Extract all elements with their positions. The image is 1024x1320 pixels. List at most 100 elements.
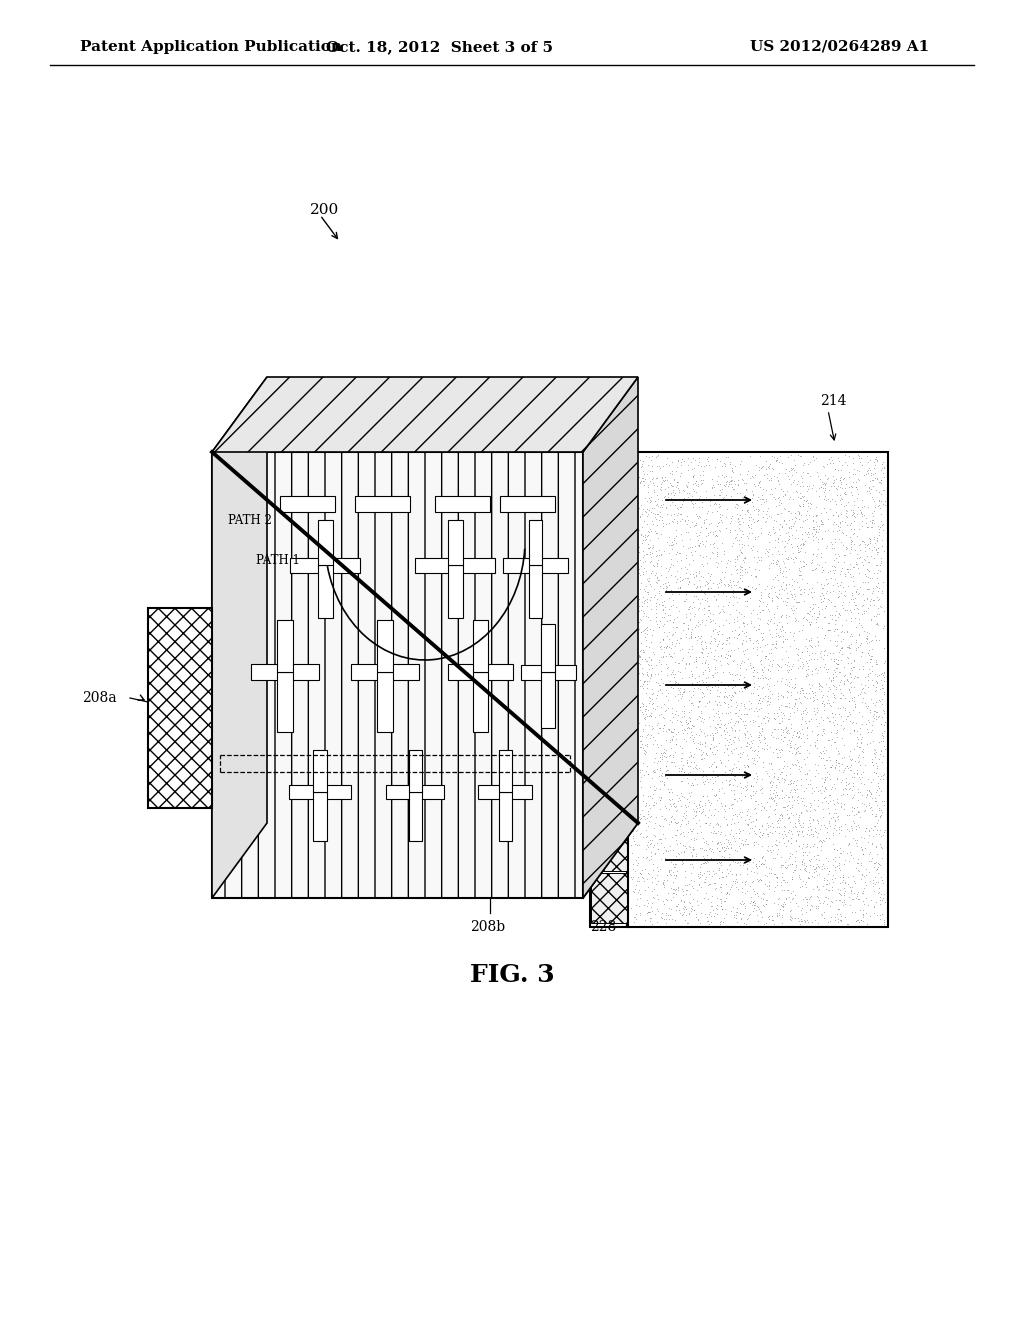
Point xyxy=(712,849,728,870)
Point xyxy=(801,611,817,632)
Point xyxy=(767,803,783,824)
Point xyxy=(657,513,674,535)
Point xyxy=(874,873,891,894)
Point xyxy=(649,503,666,524)
Point xyxy=(783,459,800,480)
Point xyxy=(649,884,666,906)
Point xyxy=(827,652,844,673)
Point xyxy=(658,532,675,553)
Point xyxy=(824,776,841,797)
Point xyxy=(801,517,817,539)
Point xyxy=(830,805,847,826)
Point xyxy=(730,711,746,733)
Point xyxy=(770,627,786,648)
Point xyxy=(642,590,658,611)
Point xyxy=(754,698,770,719)
Point xyxy=(728,548,744,569)
Point xyxy=(647,743,664,764)
Point xyxy=(671,760,687,781)
Point xyxy=(659,635,676,656)
Point xyxy=(744,632,761,653)
Point xyxy=(764,590,780,611)
Point xyxy=(817,770,834,791)
Point xyxy=(745,709,762,730)
Point xyxy=(701,565,718,586)
Point xyxy=(641,568,657,589)
Point xyxy=(824,605,841,626)
Point xyxy=(708,755,724,776)
Point xyxy=(829,576,846,597)
Point xyxy=(769,586,785,607)
Point xyxy=(775,553,792,574)
Point xyxy=(754,777,770,799)
Point xyxy=(755,846,771,867)
Point xyxy=(692,507,709,528)
Point xyxy=(662,535,678,556)
Point xyxy=(641,610,657,631)
Point xyxy=(646,708,663,729)
Point xyxy=(834,727,850,748)
Point xyxy=(631,879,647,900)
Point xyxy=(727,474,743,495)
Point xyxy=(816,718,833,739)
Point xyxy=(833,470,849,491)
Point xyxy=(828,631,845,652)
Point xyxy=(870,495,887,516)
Point xyxy=(799,688,815,709)
Point xyxy=(630,867,646,888)
Point xyxy=(858,601,874,622)
Point xyxy=(631,810,647,832)
Point xyxy=(689,589,706,610)
Point xyxy=(846,767,862,788)
Point xyxy=(760,836,776,857)
Point xyxy=(802,734,818,755)
Point xyxy=(794,471,810,492)
Point xyxy=(632,697,648,718)
Point xyxy=(737,548,754,569)
Point xyxy=(857,817,873,838)
Point xyxy=(662,495,678,516)
Point xyxy=(785,583,802,605)
Point xyxy=(666,469,682,490)
Point xyxy=(753,494,769,515)
Point xyxy=(775,579,792,601)
Point xyxy=(673,688,689,709)
Point xyxy=(855,880,871,902)
Point xyxy=(632,809,648,830)
Point xyxy=(783,795,800,816)
Point xyxy=(827,799,844,820)
Point xyxy=(814,693,830,714)
Point xyxy=(718,770,734,791)
Point xyxy=(655,599,672,620)
Point xyxy=(652,814,669,836)
Point xyxy=(849,836,865,857)
Point xyxy=(809,845,825,866)
Point xyxy=(835,747,851,768)
Point xyxy=(766,487,782,508)
Point xyxy=(765,634,781,655)
Point xyxy=(714,598,730,619)
Point xyxy=(760,541,776,562)
Point xyxy=(777,557,794,578)
Point xyxy=(718,837,734,858)
Point xyxy=(778,675,795,696)
Point xyxy=(782,900,799,921)
Point xyxy=(806,789,822,810)
Point xyxy=(776,851,793,873)
Point xyxy=(856,533,872,554)
Point xyxy=(777,727,794,748)
Point xyxy=(634,661,650,682)
Point xyxy=(774,616,791,638)
Point xyxy=(738,590,755,611)
Point xyxy=(831,511,848,532)
Point xyxy=(750,525,766,546)
Point xyxy=(698,830,715,851)
Point xyxy=(769,894,785,915)
Point xyxy=(876,791,892,812)
Point xyxy=(652,495,669,516)
Point xyxy=(709,500,725,521)
Point xyxy=(629,719,645,741)
Point xyxy=(823,869,840,890)
Point xyxy=(816,780,833,801)
Point xyxy=(769,595,785,616)
